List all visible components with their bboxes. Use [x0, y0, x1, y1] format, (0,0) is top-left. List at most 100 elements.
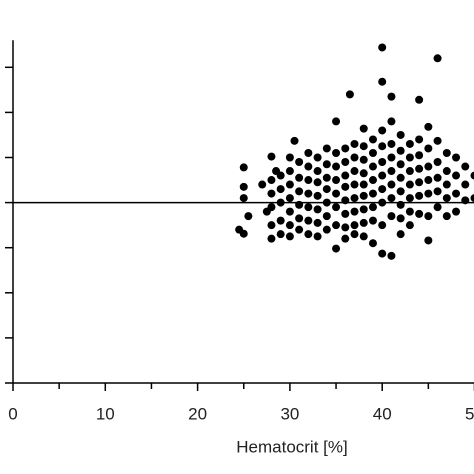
point — [396, 173, 405, 182]
point — [378, 43, 387, 52]
point — [387, 212, 396, 221]
point — [313, 232, 322, 241]
point — [405, 153, 414, 162]
point — [378, 171, 387, 180]
point — [359, 169, 368, 178]
point — [396, 214, 405, 223]
point — [470, 194, 474, 203]
point — [359, 205, 368, 214]
point — [350, 221, 359, 230]
point — [350, 139, 359, 148]
point — [341, 196, 350, 205]
point — [405, 221, 414, 230]
point — [424, 144, 433, 153]
point — [304, 203, 313, 212]
point — [442, 180, 451, 189]
point — [341, 144, 350, 153]
point — [433, 203, 442, 212]
point — [415, 151, 424, 160]
point — [332, 221, 341, 230]
point — [452, 171, 461, 180]
point — [350, 230, 359, 239]
point — [313, 153, 322, 162]
point — [387, 167, 396, 176]
point — [332, 117, 341, 126]
point — [285, 221, 294, 230]
point — [368, 189, 377, 198]
point — [350, 180, 359, 189]
point — [387, 92, 396, 101]
point — [341, 158, 350, 167]
point — [304, 216, 313, 225]
point — [368, 162, 377, 171]
point — [442, 167, 451, 176]
point — [415, 135, 424, 144]
point — [313, 178, 322, 187]
point — [313, 191, 322, 200]
point — [396, 187, 405, 196]
point — [461, 162, 470, 171]
point — [235, 225, 244, 234]
point — [322, 225, 331, 234]
point — [396, 130, 405, 139]
point — [267, 234, 276, 243]
x-tick-label: 30 — [280, 404, 299, 423]
point — [322, 160, 331, 169]
point — [285, 207, 294, 216]
point — [276, 171, 285, 180]
point — [267, 152, 276, 161]
point — [424, 189, 433, 198]
point — [378, 249, 387, 258]
point — [433, 173, 442, 182]
point — [322, 198, 331, 207]
point — [368, 203, 377, 212]
point — [341, 171, 350, 180]
point — [285, 153, 294, 162]
point — [359, 218, 368, 227]
point — [461, 196, 470, 205]
point — [415, 95, 424, 104]
point — [405, 180, 414, 189]
point — [368, 148, 377, 157]
point — [387, 251, 396, 260]
point — [304, 162, 313, 171]
x-tick-label: 50 — [465, 404, 474, 423]
point — [313, 205, 322, 214]
point — [295, 173, 304, 182]
point — [424, 162, 433, 171]
point — [415, 164, 424, 173]
point — [442, 148, 451, 157]
point — [396, 146, 405, 155]
point — [433, 136, 442, 145]
point — [433, 54, 442, 63]
point — [295, 225, 304, 234]
point — [415, 209, 424, 218]
point — [322, 212, 331, 221]
point — [332, 162, 341, 171]
point — [368, 239, 377, 248]
point — [368, 135, 377, 144]
point — [359, 191, 368, 200]
point — [387, 139, 396, 148]
point — [341, 223, 350, 232]
point — [295, 158, 304, 167]
point — [350, 167, 359, 176]
x-tick-label: 10 — [96, 404, 115, 423]
point — [396, 230, 405, 239]
point — [276, 185, 285, 194]
point — [442, 212, 451, 221]
point — [378, 185, 387, 194]
point — [396, 200, 405, 209]
point — [368, 216, 377, 225]
point — [359, 142, 368, 151]
point — [313, 167, 322, 176]
point — [368, 176, 377, 185]
point — [267, 203, 276, 212]
point — [452, 153, 461, 162]
point — [244, 212, 253, 221]
point — [304, 176, 313, 185]
point — [258, 180, 267, 189]
point — [345, 90, 354, 99]
point — [332, 148, 341, 157]
